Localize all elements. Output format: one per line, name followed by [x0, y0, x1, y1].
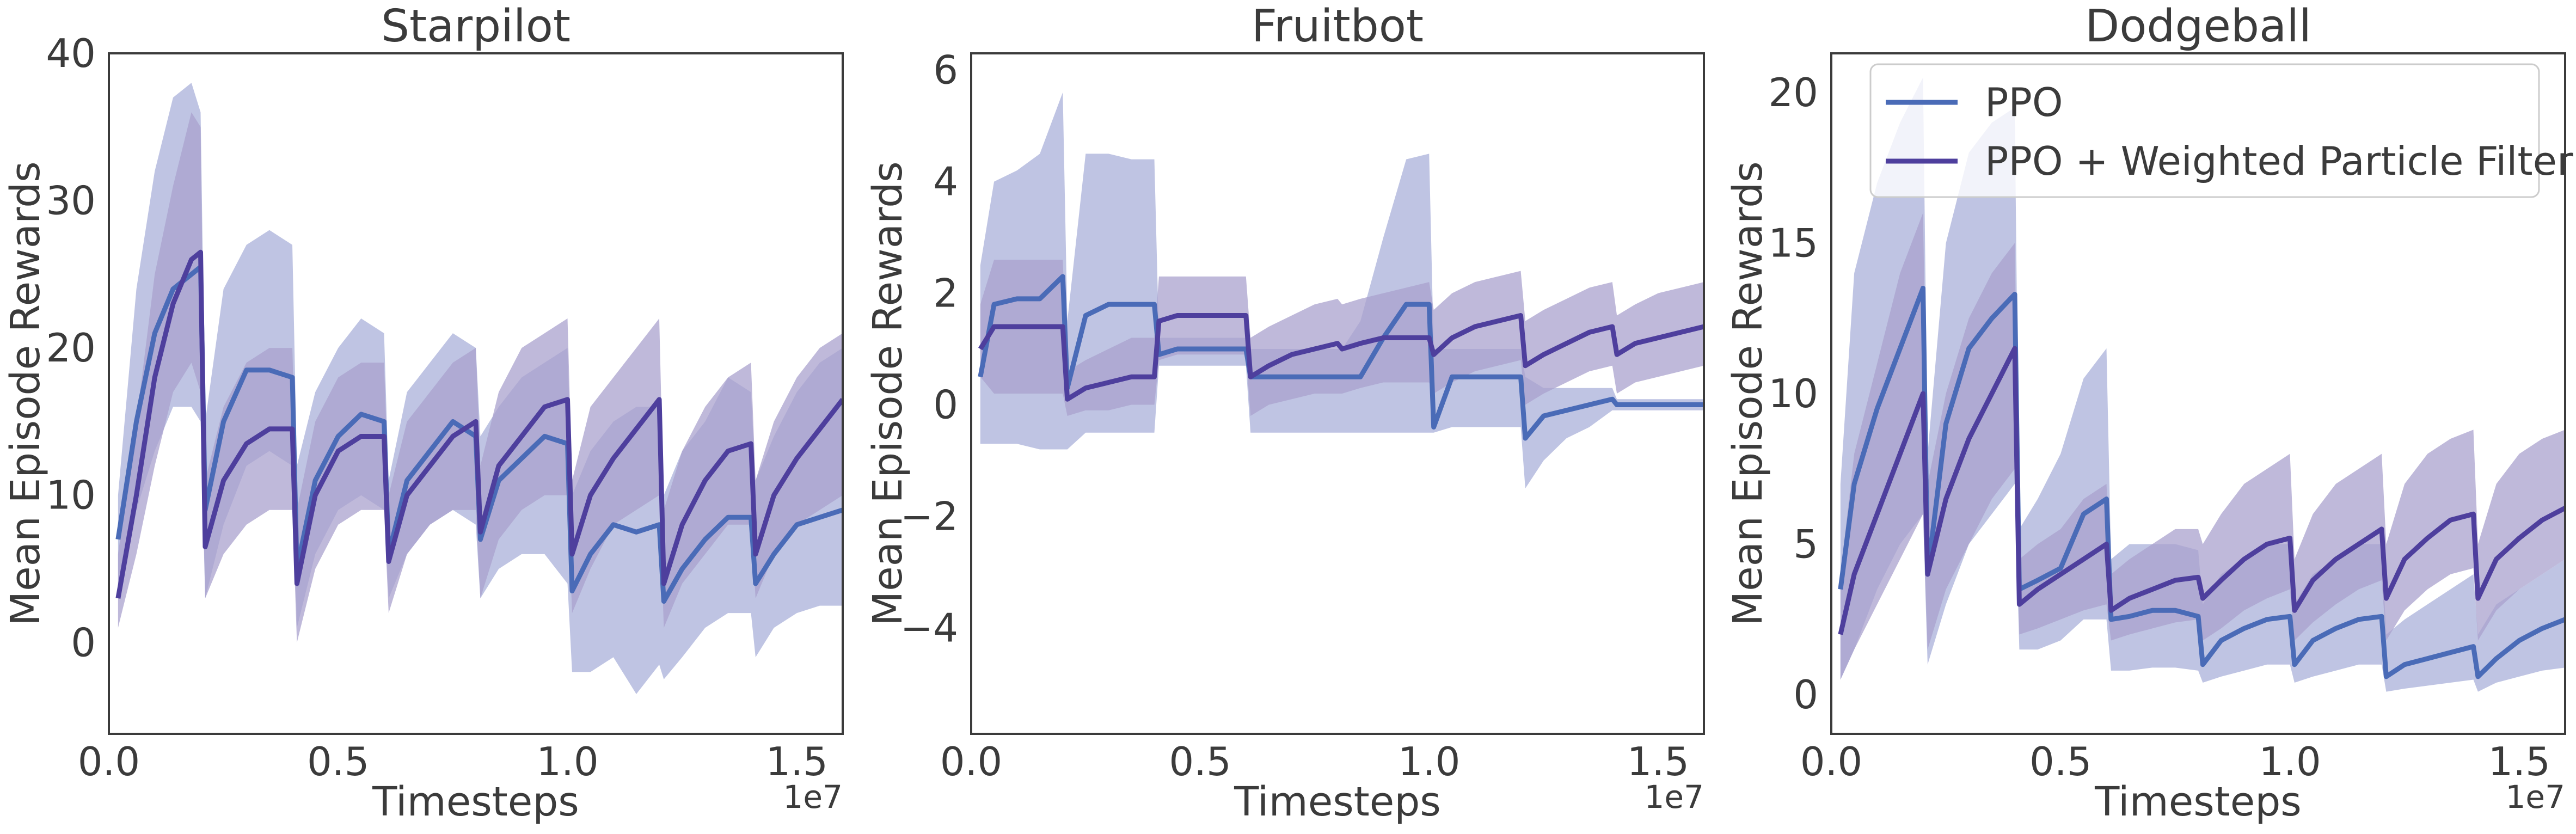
- y-tick-label: 40: [46, 30, 96, 76]
- y-tick-label: −4: [900, 605, 958, 651]
- y-tick-label: 0: [71, 620, 96, 665]
- x-tick-label: 1.0: [1398, 739, 1461, 784]
- x-tick-label: 1.5: [2488, 739, 2550, 784]
- x-tick-label: 0.0: [1800, 739, 1863, 784]
- line-ppo-wpf: [978, 313, 1704, 402]
- panel-fruitbot: Fruitbot 0.0 0.5 1.0 1.5 −4 −2 0 2 4 6 Timesteps Mea…: [864, 1, 1705, 825]
- y-tick-label: 0: [933, 382, 958, 427]
- plot-frame: [970, 52, 1705, 735]
- x-tick-label: 0.5: [307, 739, 370, 784]
- y-tick-label: 6: [933, 47, 958, 93]
- x-tick-label: 1.5: [765, 739, 828, 784]
- panel-starpilot: Starpilot 0.0 0.5 1.0 1.5 0 10 20 30 40 Timesteps M…: [2, 1, 844, 825]
- x-tick-label: 0.5: [2029, 739, 2092, 784]
- x-tick-label: 0.0: [940, 739, 1003, 784]
- plot-area: [978, 92, 1704, 489]
- y-axis-label: Mean Episode Rewards: [864, 161, 911, 626]
- y-tick-label: 15: [1768, 220, 1818, 266]
- legend-box: [1869, 63, 2540, 198]
- y-tick-label: 0: [1793, 672, 1818, 718]
- plot-frame: [1830, 52, 2566, 735]
- chart-title: Dodgeball: [2085, 1, 2311, 52]
- y-tick-label: 20: [1768, 70, 1818, 115]
- legend: PPO PPO + Weighted Particle Filter: [1869, 63, 2573, 198]
- y-tick-label: 2: [933, 271, 958, 316]
- x-tick-label: 1.0: [2259, 739, 2321, 784]
- x-tick-label: 1.0: [536, 739, 599, 784]
- x-offset-label: 1e7: [2506, 778, 2566, 815]
- y-tick-label: 20: [46, 325, 96, 371]
- plot-area: [115, 83, 843, 694]
- y-axis-label: Mean Episode Rewards: [1725, 161, 1771, 626]
- y-tick-label: 30: [46, 178, 96, 224]
- y-tick-label: 10: [1768, 371, 1818, 416]
- x-tick-label: 1.5: [1627, 739, 1690, 784]
- plot-frame: [108, 52, 844, 735]
- y-tick-label: 5: [1793, 522, 1818, 567]
- x-offset-label: 1e7: [1645, 778, 1704, 815]
- x-axis-label: Timesteps: [1234, 778, 1441, 825]
- line-ppo: [1838, 285, 2565, 679]
- x-tick-label: 0.0: [78, 739, 140, 784]
- y-tick-label: 4: [933, 159, 958, 205]
- line-ppo-wpf: [1838, 346, 2565, 635]
- x-tick-label: 0.5: [1169, 739, 1231, 784]
- x-axis-label: Timesteps: [372, 778, 579, 825]
- line-ppo-wpf: [115, 249, 843, 599]
- y-axis-label: Mean Episode Rewards: [2, 161, 49, 626]
- x-offset-label: 1e7: [783, 778, 843, 815]
- panel-dodgeball: Dodgeball 0.0 0.5 1.0 1.5 0 5 10 15 20 Timesteps Me…: [1725, 1, 2573, 825]
- line-ppo: [978, 274, 1704, 441]
- legend-entry-ppo-wpf: PPO + Weighted Particle Filter: [1985, 138, 2573, 184]
- chart-title: Fruitbot: [1252, 1, 1424, 52]
- legend-entry-ppo: PPO: [1985, 79, 2063, 125]
- chart-title: Starpilot: [381, 1, 571, 52]
- plot-area: [1838, 77, 2565, 692]
- y-tick-label: −2: [900, 493, 958, 539]
- y-tick-label: 10: [46, 473, 96, 518]
- x-axis-label: Timesteps: [2094, 778, 2302, 825]
- band-ppo: [1840, 77, 2565, 692]
